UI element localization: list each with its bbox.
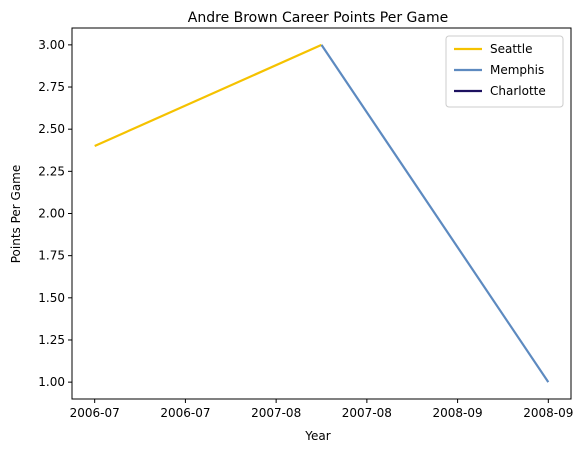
y-tick-label: 1.50 bbox=[38, 291, 65, 305]
series-line-memphis bbox=[320, 44, 550, 383]
y-axis-label: Points Per Game bbox=[9, 165, 23, 264]
y-tick-label: 2.25 bbox=[38, 164, 65, 178]
x-axis: 2006-07 2006-07 2007-08 2007-08 2008-09 2008-… bbox=[70, 399, 573, 420]
y-tick-label: 1.00 bbox=[38, 375, 65, 389]
series-layer bbox=[94, 43, 550, 383]
legend: Seattle Memphis Charlotte bbox=[445, 35, 564, 108]
legend-label-charlotte: Charlotte bbox=[490, 84, 546, 98]
x-axis-label: Year bbox=[304, 429, 330, 443]
y-tick-label: 1.75 bbox=[38, 249, 65, 263]
legend-label-seattle: Seattle bbox=[490, 42, 532, 56]
y-tick-label: 3.00 bbox=[38, 38, 65, 52]
y-tick-label: 1.25 bbox=[38, 333, 65, 347]
legend-label-memphis: Memphis bbox=[490, 63, 544, 77]
x-tick-label: 2006-07 bbox=[70, 406, 120, 420]
y-tick-label: 2.50 bbox=[38, 122, 65, 136]
x-tick-label: 2008-09 bbox=[523, 406, 573, 420]
x-tick-label: 2007-08 bbox=[251, 406, 301, 420]
y-tick-label: 2.00 bbox=[38, 207, 65, 221]
chart-title: Andre Brown Career Points Per Game bbox=[188, 10, 448, 26]
x-tick-label: 2006-07 bbox=[160, 406, 210, 420]
y-axis: 1.00 1.25 1.50 1.75 2.00 2.25 2.50 2.75 3.00 bbox=[38, 38, 72, 389]
x-tick-label: 2007-08 bbox=[342, 406, 392, 420]
legend-box bbox=[445, 35, 564, 108]
y-tick-label: 2.75 bbox=[38, 80, 65, 94]
x-tick-label: 2008-09 bbox=[433, 406, 483, 420]
series-line-seattle bbox=[94, 43, 322, 148]
